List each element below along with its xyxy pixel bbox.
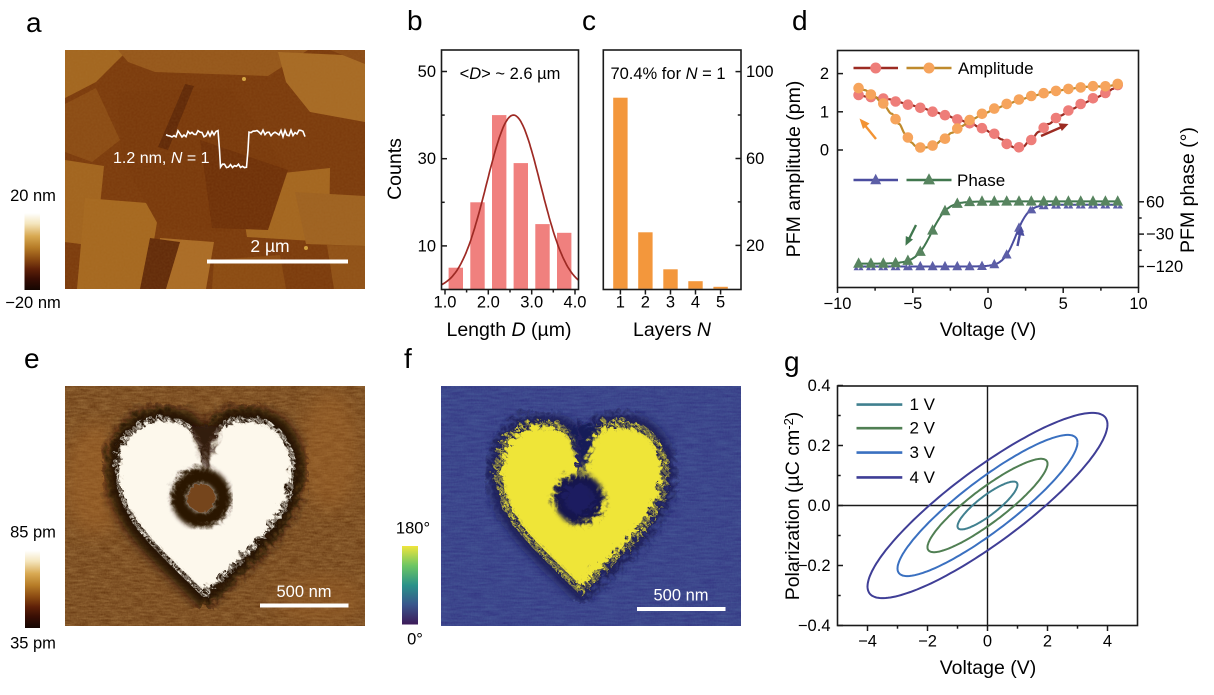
svg-text:50: 50 [418, 63, 436, 81]
svg-text:−4: −4 [858, 633, 877, 651]
svg-text:Voltage (V): Voltage (V) [940, 657, 1036, 679]
svg-text:70.4% for N = 1: 70.4% for N = 1 [610, 65, 725, 83]
svg-text:0: 0 [983, 633, 992, 651]
svg-text:1.0: 1.0 [434, 294, 457, 312]
svg-text:Length D (µm): Length D (µm) [446, 319, 571, 341]
svg-text:30: 30 [418, 150, 436, 168]
svg-text:5: 5 [1059, 295, 1068, 313]
svg-text:a: a [26, 7, 42, 38]
svg-text:−0.2: −0.2 [798, 557, 831, 575]
svg-text:Voltage (V): Voltage (V) [940, 319, 1036, 341]
svg-text:−5: −5 [903, 295, 922, 313]
svg-text:2: 2 [1043, 633, 1052, 651]
svg-text:100: 100 [746, 63, 774, 81]
svg-text:g: g [784, 346, 800, 377]
svg-text:1.2 nm, N = 1: 1.2 nm, N = 1 [113, 150, 210, 167]
svg-text:5: 5 [716, 294, 725, 312]
svg-text:2: 2 [641, 294, 650, 312]
svg-text:2: 2 [820, 65, 829, 83]
svg-text:4: 4 [691, 294, 700, 312]
svg-text:3: 3 [666, 294, 675, 312]
svg-text:2.0: 2.0 [477, 294, 500, 312]
svg-text:<D> ~ 2.6 µm: <D> ~ 2.6 µm [460, 65, 561, 83]
svg-text:2 V: 2 V [910, 419, 936, 438]
svg-text:Counts: Counts [384, 138, 406, 200]
svg-text:60: 60 [1146, 193, 1164, 211]
svg-text:35 pm: 35 pm [10, 635, 56, 653]
svg-text:1 V: 1 V [910, 395, 936, 414]
svg-text:3.0: 3.0 [520, 294, 543, 312]
svg-text:500 nm: 500 nm [653, 587, 708, 605]
svg-text:0.2: 0.2 [808, 437, 831, 455]
svg-text:PFM phase (°): PFM phase (°) [1177, 127, 1199, 253]
svg-text:4.0: 4.0 [564, 294, 587, 312]
svg-text:180°: 180° [396, 520, 430, 538]
svg-text:Layers N: Layers N [633, 319, 712, 341]
svg-text:10: 10 [418, 237, 436, 255]
svg-text:d: d [792, 5, 808, 36]
svg-text:0: 0 [983, 295, 992, 313]
svg-text:PFM amplitude (pm): PFM amplitude (pm) [783, 81, 805, 258]
svg-text:20: 20 [746, 237, 764, 255]
svg-text:20 nm: 20 nm [10, 187, 56, 205]
svg-text:Phase: Phase [957, 171, 1005, 190]
svg-text:e: e [24, 343, 40, 374]
svg-text:4: 4 [1103, 633, 1112, 651]
svg-text:85 pm: 85 pm [10, 524, 56, 542]
svg-text:500 nm: 500 nm [276, 583, 331, 601]
svg-text:−2: −2 [918, 633, 937, 651]
svg-text:f: f [404, 343, 412, 374]
svg-text:60: 60 [746, 150, 764, 168]
svg-text:−120: −120 [1146, 258, 1183, 276]
svg-text:1: 1 [616, 294, 625, 312]
svg-text:4 V: 4 V [910, 468, 936, 487]
svg-text:2 µm: 2 µm [250, 236, 289, 256]
svg-text:10: 10 [1129, 295, 1147, 313]
svg-text:0: 0 [820, 142, 829, 160]
svg-text:0.4: 0.4 [808, 377, 831, 395]
svg-text:0°: 0° [407, 631, 423, 649]
svg-text:Polarization (µC cm-2): Polarization (µC cm-2) [781, 412, 804, 601]
svg-text:Amplitude: Amplitude [958, 59, 1034, 78]
svg-text:0.0: 0.0 [808, 497, 831, 515]
svg-text:−0.4: −0.4 [798, 617, 831, 635]
svg-text:−30: −30 [1146, 226, 1174, 244]
svg-text:1: 1 [820, 103, 829, 121]
svg-text:b: b [407, 5, 423, 36]
svg-text:−10: −10 [824, 295, 852, 313]
svg-text:c: c [582, 5, 596, 36]
svg-text:3 V: 3 V [910, 443, 936, 462]
svg-text:−20 nm: −20 nm [5, 294, 61, 312]
